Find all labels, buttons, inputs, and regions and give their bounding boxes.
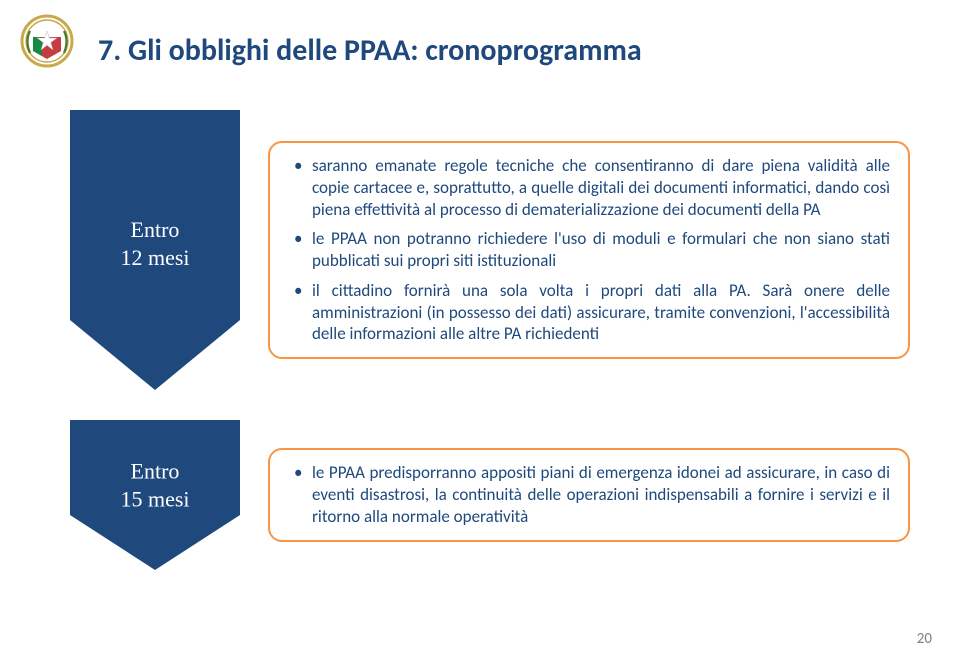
timeline-row: Entro 12 mesi saranno emanate regole tec… (70, 110, 910, 390)
timeline-row: Entro 15 mesi le PPAA predisporranno app… (70, 420, 910, 570)
text-box: saranno emanate regole tecniche che cons… (268, 141, 910, 359)
chevron-label: Entro 12 mesi (70, 216, 240, 271)
chevron-label: Entro 15 mesi (70, 458, 240, 513)
chevron-badge: Entro 15 mesi (70, 420, 240, 570)
bullet-item: saranno emanate regole tecniche che cons… (294, 155, 890, 220)
bullet-item: le PPAA non potranno richiedere l'uso di… (294, 228, 890, 272)
chevron-badge: Entro 12 mesi (70, 110, 240, 390)
page-title: 7. Gli obblighi delle PPAA: cronoprogram… (98, 32, 642, 69)
text-box: le PPAA predisporranno appositi piani di… (268, 448, 910, 541)
content-area: Entro 12 mesi saranno emanate regole tec… (70, 110, 910, 600)
bullet-item: il cittadino fornirà una sola volta i pr… (294, 280, 890, 345)
page-number: 20 (917, 630, 932, 648)
bullet-item: le PPAA predisporranno appositi piani di… (294, 462, 890, 527)
emblem-icon (18, 12, 76, 70)
